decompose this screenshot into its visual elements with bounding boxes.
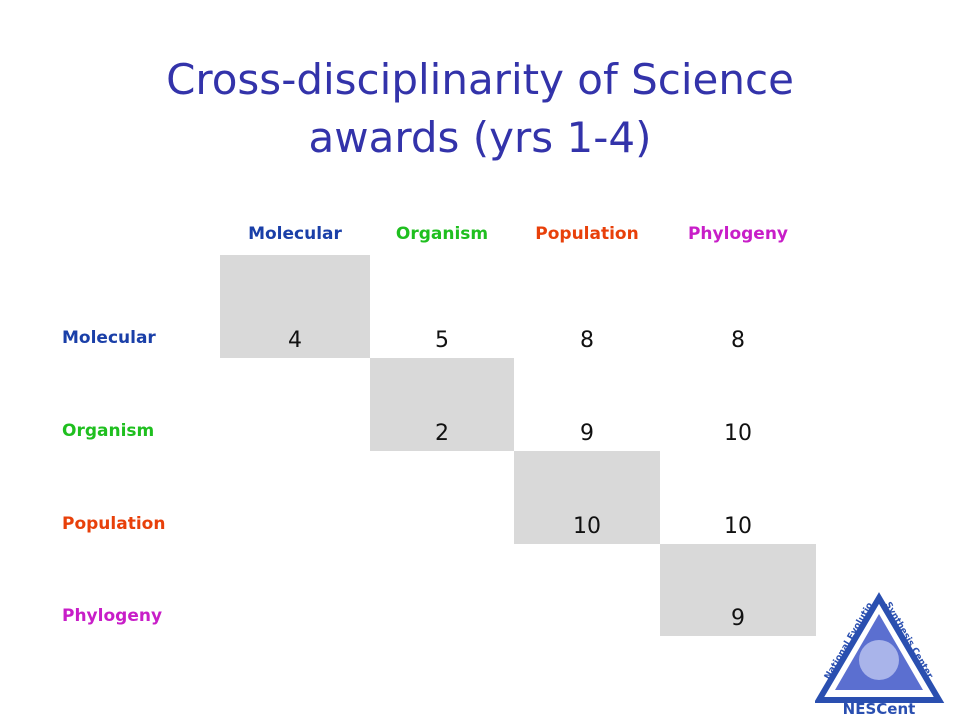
slide-title: Cross-disciplinarity of Science (166, 55, 794, 104)
table-cell (220, 358, 370, 451)
cell-value: 9 (580, 421, 594, 446)
cell-value: 8 (731, 328, 745, 353)
table-cell (220, 255, 370, 358)
logo: National Evolutionary Synthesis Center N… (815, 588, 945, 718)
column-header: Phylogeny (687, 224, 789, 244)
row-label: Organism (62, 421, 155, 441)
table-cell (514, 451, 660, 544)
logo-tree (859, 640, 899, 680)
table-cell (220, 451, 370, 544)
cell-value: 2 (435, 421, 449, 446)
row-label: Population (62, 514, 166, 534)
table-cell (514, 544, 660, 636)
cell-value: 5 (435, 328, 449, 353)
cell-value: 10 (573, 514, 601, 539)
table-cell (660, 544, 816, 636)
logo-name: NESCent (843, 700, 916, 718)
table-cell (370, 358, 514, 451)
cell-value: 8 (580, 328, 594, 353)
table-cell (370, 544, 514, 636)
table-cell (220, 544, 370, 636)
column-header: Molecular (248, 224, 342, 244)
cell-value: 9 (731, 606, 745, 631)
column-header: Population (535, 224, 639, 244)
cell-value: 10 (724, 421, 752, 446)
table-cell (370, 451, 514, 544)
row-label: Phylogeny (62, 606, 163, 626)
column-header: Organism (395, 224, 489, 244)
cell-value: 10 (724, 514, 752, 539)
cell-value: 4 (288, 328, 302, 353)
row-label: Molecular (62, 328, 156, 348)
slide-title: awards (yrs 1-4) (308, 113, 652, 162)
